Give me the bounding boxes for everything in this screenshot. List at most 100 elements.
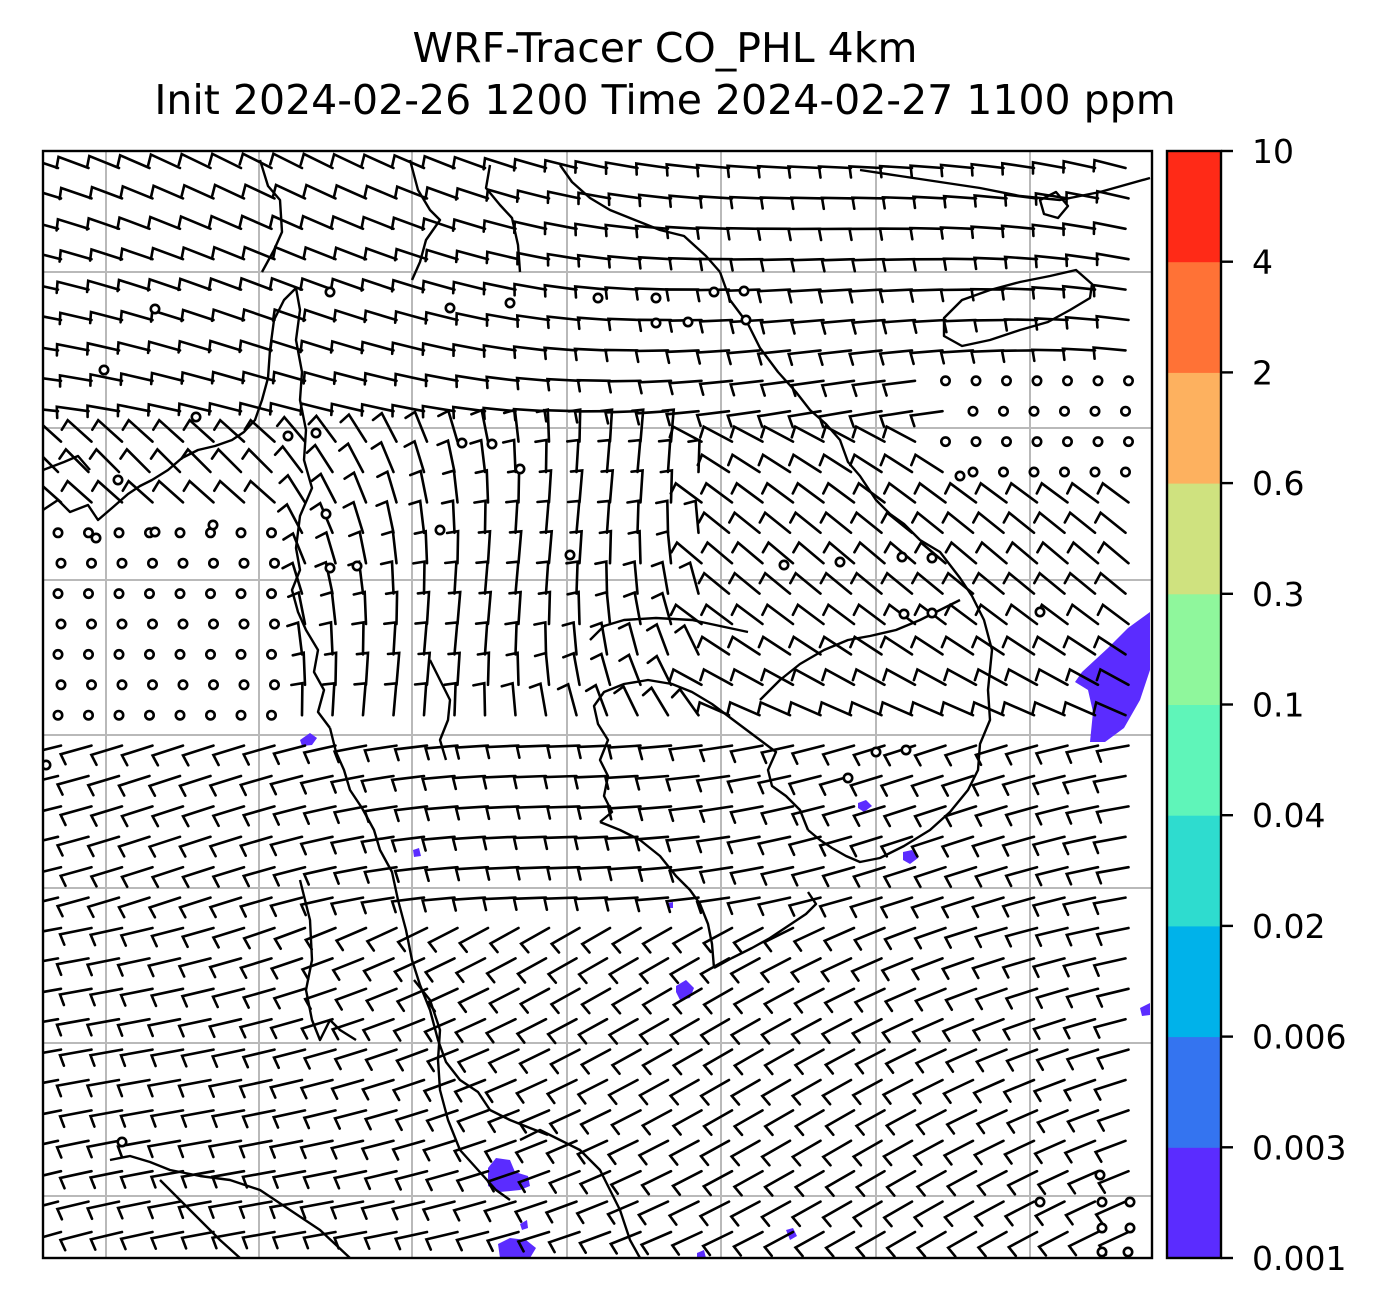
wind-barb bbox=[1061, 347, 1097, 362]
wind-barb bbox=[455, 1230, 490, 1252]
wind-barb bbox=[180, 1169, 215, 1189]
calm-circle bbox=[265, 527, 277, 539]
calm-circle bbox=[926, 607, 938, 619]
calm-circle bbox=[320, 508, 332, 520]
calm-circle bbox=[1034, 606, 1046, 618]
wind-barb bbox=[756, 774, 792, 795]
wind-barb bbox=[759, 257, 795, 273]
wind-barb bbox=[908, 226, 944, 241]
wind-barb bbox=[910, 774, 944, 797]
calm-circle bbox=[738, 285, 750, 297]
wind-barb bbox=[851, 667, 886, 687]
wind-barb bbox=[275, 415, 307, 443]
wind-barb bbox=[786, 227, 822, 242]
wind-barb bbox=[455, 374, 490, 389]
wind-barb bbox=[849, 452, 883, 474]
wind-barb bbox=[609, 1169, 642, 1195]
wind-barb bbox=[300, 1017, 334, 1040]
wind-barb bbox=[208, 774, 243, 797]
wind-barb bbox=[1035, 1048, 1069, 1072]
wind-barb bbox=[848, 165, 883, 179]
wind-barb bbox=[116, 278, 151, 293]
wind-barb bbox=[670, 1230, 703, 1256]
wind-barb bbox=[481, 835, 517, 851]
wind-barb bbox=[627, 438, 642, 474]
calm-circle bbox=[144, 648, 156, 660]
wind-barbs bbox=[43, 151, 1130, 1258]
wind-barb bbox=[606, 805, 642, 821]
wind-barb bbox=[884, 1109, 917, 1136]
wind-barb bbox=[547, 1169, 581, 1194]
wind-barb bbox=[942, 1139, 975, 1166]
wind-barb bbox=[268, 339, 304, 354]
wind-barb bbox=[569, 469, 584, 504]
wind-barb bbox=[116, 403, 151, 418]
wind-barb bbox=[787, 774, 822, 796]
wind-barb bbox=[1095, 667, 1130, 687]
calm-circle bbox=[1000, 436, 1012, 448]
wind-barb bbox=[608, 1230, 642, 1255]
wind-barb bbox=[392, 957, 426, 983]
wind-barb bbox=[238, 835, 273, 857]
wind-barb bbox=[241, 182, 276, 200]
wind-barb bbox=[488, 926, 520, 954]
wind-barb bbox=[55, 1078, 90, 1098]
wind-barb bbox=[485, 957, 517, 984]
wind-barb bbox=[1064, 805, 1100, 825]
wind-barb bbox=[147, 402, 182, 417]
colorbar-tick-label: 0.001 bbox=[1252, 1239, 1346, 1278]
wind-barb bbox=[299, 401, 334, 416]
wind-barb bbox=[848, 409, 883, 429]
wind-barb bbox=[881, 379, 917, 397]
wind-barb bbox=[1001, 634, 1036, 656]
wind-barb bbox=[363, 744, 398, 763]
wind-barb bbox=[286, 620, 304, 656]
wind-barb bbox=[360, 215, 395, 231]
wind-barb bbox=[913, 987, 947, 1012]
wind-barb bbox=[516, 251, 551, 266]
wind-barb bbox=[43, 835, 60, 842]
calm-circle bbox=[147, 557, 159, 569]
wind-barb bbox=[180, 1230, 215, 1250]
wind-barb bbox=[421, 1200, 456, 1221]
wind-barb bbox=[637, 1139, 670, 1166]
wind-barb bbox=[789, 957, 822, 983]
wind-barb bbox=[546, 1017, 578, 1045]
wind-barb bbox=[454, 865, 490, 882]
wind-barb bbox=[207, 1200, 243, 1219]
wind-barb bbox=[1004, 865, 1039, 888]
wind-barb bbox=[360, 1139, 395, 1161]
wind-barb bbox=[58, 311, 93, 326]
wind-barb bbox=[177, 402, 212, 417]
wind-barb bbox=[55, 835, 90, 857]
wind-barb bbox=[535, 560, 550, 595]
wind-barb bbox=[211, 865, 246, 888]
wind-barb bbox=[43, 376, 63, 383]
wind-barb bbox=[86, 896, 121, 919]
wind-barb bbox=[451, 280, 487, 295]
wind-barb bbox=[542, 896, 578, 911]
wind-barb bbox=[210, 1109, 246, 1129]
wind-barb bbox=[370, 440, 395, 474]
wind-barb bbox=[149, 447, 182, 474]
wind-barb bbox=[543, 283, 578, 298]
wind-barb bbox=[973, 193, 1008, 208]
wind-barb bbox=[1096, 602, 1130, 626]
wind-barb bbox=[760, 1078, 792, 1106]
wind-barb bbox=[884, 1048, 917, 1074]
wind-barb bbox=[456, 1109, 490, 1133]
calm-circle bbox=[778, 559, 790, 571]
calm-circle bbox=[174, 527, 186, 539]
wind-barb bbox=[1095, 189, 1130, 204]
calm-circle bbox=[898, 608, 910, 620]
wind-barb bbox=[544, 1200, 578, 1224]
wind-barb bbox=[577, 957, 609, 985]
wind-barb bbox=[329, 1139, 365, 1160]
wind-barb bbox=[291, 651, 307, 687]
calm-circle bbox=[1089, 405, 1101, 417]
wind-barb bbox=[271, 370, 307, 385]
wind-barb bbox=[85, 154, 121, 170]
wind-barb bbox=[622, 590, 642, 626]
calm-circle bbox=[98, 364, 110, 376]
wind-barb bbox=[909, 700, 944, 717]
